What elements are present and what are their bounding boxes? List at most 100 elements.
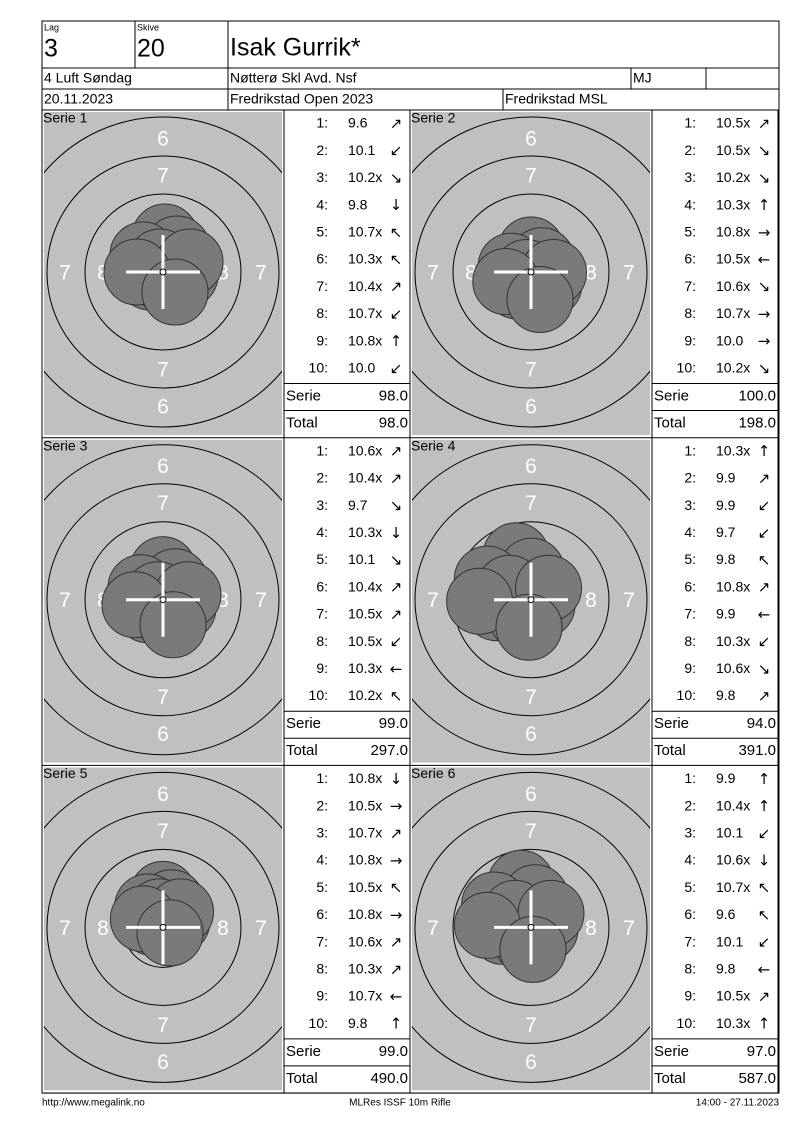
series-block: 6 6 7 7 7 7 8 8 Serie 1 1: 9.6 ↗ 2: 10.1 ↙ 3: 10.2x ↘ 4: 9.… — [42, 110, 411, 439]
series-title: Serie 6 — [411, 765, 456, 781]
shooter-name: Isak Gurrik* — [230, 34, 361, 62]
shot-number: 10: — [309, 1015, 328, 1031]
shot-score: 10.5x — [716, 251, 750, 267]
total-label: Total — [286, 414, 318, 431]
shot-direction: ↓ — [390, 524, 403, 542]
shot-score: 9.8 — [716, 551, 736, 567]
shot-direction: ↖ — [390, 251, 403, 269]
shot-number: 7: — [316, 933, 328, 949]
total-score: 391.0 — [738, 742, 776, 759]
lag: 3 — [44, 35, 58, 63]
shot-score: 10.2x — [716, 169, 750, 185]
shot-direction: ↘ — [758, 660, 771, 678]
ring — [84, 848, 242, 1006]
serie-label: Serie — [286, 715, 321, 732]
shot-score: 10.2x — [716, 360, 750, 376]
shot-direction: ↓ — [390, 770, 403, 788]
ring-label: 6 — [525, 128, 537, 151]
shot-score: 10.0 — [348, 360, 375, 376]
shot-direction: → — [390, 797, 403, 815]
lag-label: Lag — [44, 22, 59, 32]
shot-number: 7: — [684, 278, 696, 294]
ring-label: 8 — [217, 589, 229, 612]
total-label: Total — [286, 1070, 318, 1087]
shot-number: 7: — [684, 606, 696, 622]
shot-number: 4: — [684, 196, 696, 212]
shot-number: 1: — [316, 442, 328, 458]
ring-label: 7 — [59, 589, 71, 612]
shot-score: 10.3x — [348, 524, 382, 540]
shot-score: 10.6x — [716, 278, 750, 294]
ring-label: 7 — [157, 165, 169, 188]
shot-direction: ↖ — [390, 687, 403, 705]
shot-score: 10.3x — [348, 961, 382, 977]
shot-number: 4: — [684, 852, 696, 868]
total-label: Total — [654, 1070, 686, 1087]
shot-direction: ↑ — [758, 797, 771, 815]
ring-label: 7 — [525, 686, 537, 709]
ring-label: 7 — [59, 262, 71, 285]
shot-number: 2: — [316, 142, 328, 158]
shot-number: 1: — [684, 442, 696, 458]
shot-direction: ↘ — [758, 169, 771, 187]
shot-number: 1: — [316, 115, 328, 131]
shot-score: 10.7x — [348, 988, 382, 1004]
shot-direction: ↖ — [390, 223, 403, 241]
ring-label: 6 — [157, 723, 169, 746]
shot-number: 2: — [316, 797, 328, 813]
shot-number: 3: — [684, 169, 696, 185]
shot-score: 9.8 — [348, 196, 368, 212]
shot-number: 7: — [316, 606, 328, 622]
serie-score: 99.0 — [379, 1043, 408, 1060]
serie-score: 98.0 — [379, 387, 408, 404]
shot-direction: ↗ — [390, 605, 403, 623]
shot-score: 10.7x — [348, 305, 382, 321]
ring-label: 6 — [525, 723, 537, 746]
shot-score: 10.3x — [716, 1015, 750, 1031]
shot-score: 10.8x — [716, 578, 750, 594]
shot-number: 4: — [316, 852, 328, 868]
shot-direction: ↙ — [390, 142, 403, 160]
venue: Fredrikstad MSL — [505, 91, 608, 107]
shot-score: 9.9 — [716, 606, 736, 622]
shot-score: 10.6x — [716, 852, 750, 868]
shot-score: 10.8x — [348, 852, 382, 868]
total-score: 490.0 — [370, 1070, 408, 1087]
shot-direction: ↘ — [390, 551, 403, 569]
shot-number: 10: — [677, 360, 696, 376]
shot-score: 10.6x — [348, 933, 382, 949]
ring — [46, 483, 280, 717]
ring-label: 8 — [585, 917, 597, 940]
shot-direction: ↖ — [758, 906, 771, 924]
serie-score: 94.0 — [747, 715, 776, 732]
shot-score: 9.8 — [716, 687, 736, 703]
shot-score: 9.8 — [348, 1015, 368, 1031]
skive-label: Skive — [137, 22, 159, 32]
shot-direction: → — [390, 852, 403, 870]
center-dot — [159, 268, 167, 276]
shot-direction: ↙ — [758, 497, 771, 515]
shot-number: 4: — [316, 196, 328, 212]
total-score: 297.0 — [370, 742, 408, 759]
shot-score: 10.6x — [716, 660, 750, 676]
shot-number: 8: — [684, 305, 696, 321]
shot-score: 10.3x — [716, 196, 750, 212]
shot-direction: ↑ — [390, 1015, 403, 1033]
serie-score: 100.0 — [738, 387, 776, 404]
shot-direction: ↙ — [390, 359, 403, 377]
shot-score: 10.5x — [716, 988, 750, 1004]
shot-number: 3: — [684, 497, 696, 513]
shot-score: 10.4x — [348, 470, 382, 486]
shot-score: 9.6 — [348, 115, 368, 131]
ring-label: 6 — [157, 396, 169, 419]
ring — [414, 810, 648, 1044]
center-dot — [527, 923, 535, 931]
shot-score: 9.9 — [716, 770, 736, 786]
ring-label: 7 — [427, 917, 439, 940]
shot-score: 10.5x — [348, 633, 382, 649]
series-block: 6 6 7 7 7 7 8 8 Serie 2 1: 10.5x ↗ 2: 10.5x ↘ 3: 10.2x ↘ 4… — [410, 110, 779, 439]
shot-direction: ↗ — [758, 578, 771, 596]
